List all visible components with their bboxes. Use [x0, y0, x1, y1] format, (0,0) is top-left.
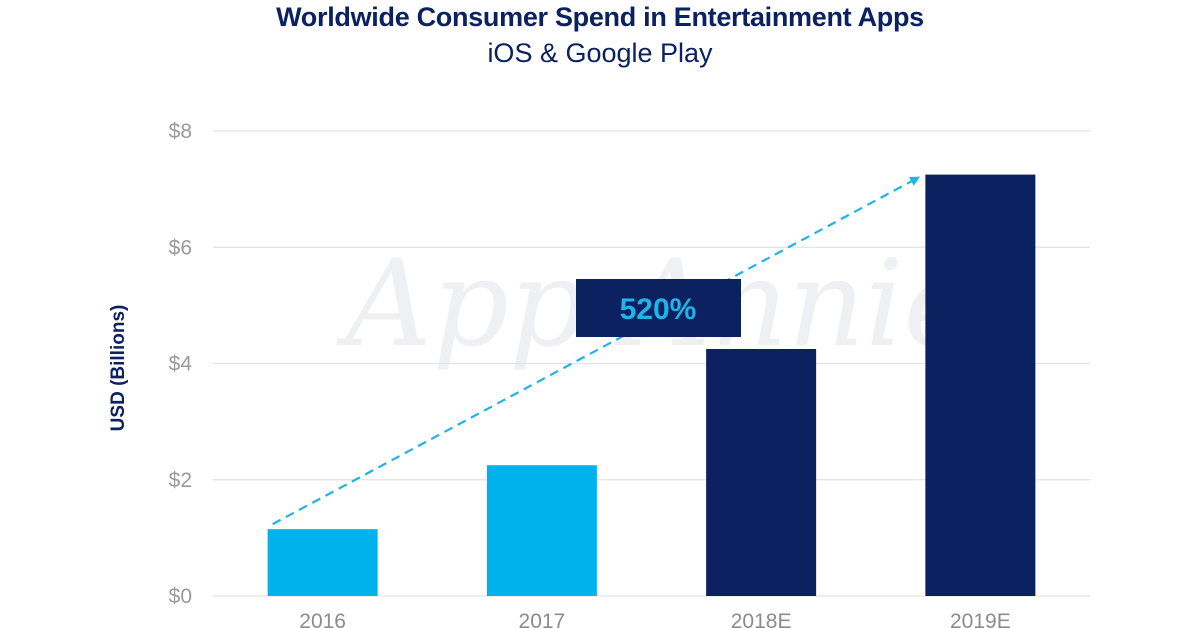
bar-2016: [267, 529, 378, 596]
growth-annotation-box: [576, 279, 741, 337]
chart-subtitle: iOS & Google Play: [487, 38, 713, 68]
y-tick-label: $6: [169, 236, 192, 259]
y-tick-label: $8: [169, 120, 192, 143]
x-tick-label: 2019E: [950, 610, 1011, 628]
x-tick-label: 2018E: [731, 610, 792, 628]
bars: [267, 174, 1036, 596]
chart-title: Worldwide Consumer Spend in Entertainmen…: [276, 2, 924, 32]
bar-2017: [486, 465, 597, 596]
y-tick-label: $0: [169, 585, 192, 608]
bar-2018e: [706, 348, 817, 596]
bar-2019e: [925, 174, 1036, 596]
x-tick-label: 2016: [299, 610, 346, 628]
y-axis-label: USD (Billions): [108, 305, 129, 432]
y-tick-label: $2: [169, 469, 192, 492]
growth-arrow: [272, 176, 921, 526]
x-tick-label: 2017: [519, 610, 566, 628]
growth-annotation-text: 520%: [620, 293, 697, 326]
y-tick-label: $4: [169, 353, 193, 376]
y-axis-ticks: $0 $2 $4 $6 $8: [169, 120, 193, 608]
x-axis-labels: 2016 2017 2018E 2019E: [299, 610, 1010, 628]
